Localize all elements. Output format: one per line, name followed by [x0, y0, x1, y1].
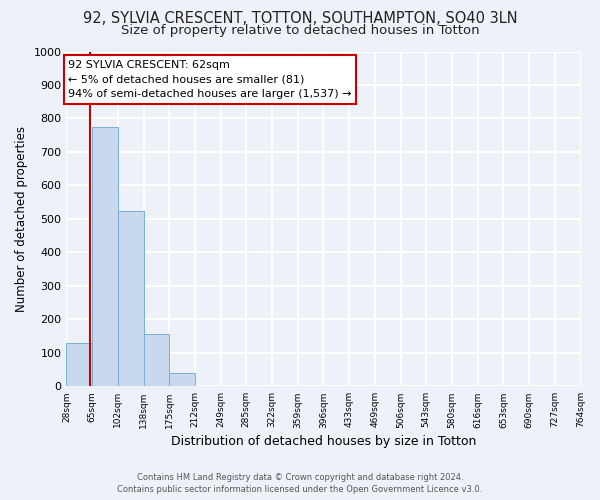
Bar	[143, 334, 169, 386]
Text: Size of property relative to detached houses in Totton: Size of property relative to detached ho…	[121, 24, 479, 37]
X-axis label: Distribution of detached houses by size in Totton: Distribution of detached houses by size …	[171, 434, 476, 448]
Text: 92 SYLVIA CRESCENT: 62sqm
← 5% of detached houses are smaller (81)
94% of semi-d: 92 SYLVIA CRESCENT: 62sqm ← 5% of detach…	[68, 60, 352, 100]
Bar	[169, 373, 195, 386]
Bar	[67, 343, 92, 386]
Bar	[118, 210, 143, 386]
Bar	[92, 127, 118, 386]
Y-axis label: Number of detached properties: Number of detached properties	[15, 126, 28, 312]
Text: Contains HM Land Registry data © Crown copyright and database right 2024.
Contai: Contains HM Land Registry data © Crown c…	[118, 472, 482, 494]
Text: 92, SYLVIA CRESCENT, TOTTON, SOUTHAMPTON, SO40 3LN: 92, SYLVIA CRESCENT, TOTTON, SOUTHAMPTON…	[83, 11, 517, 26]
